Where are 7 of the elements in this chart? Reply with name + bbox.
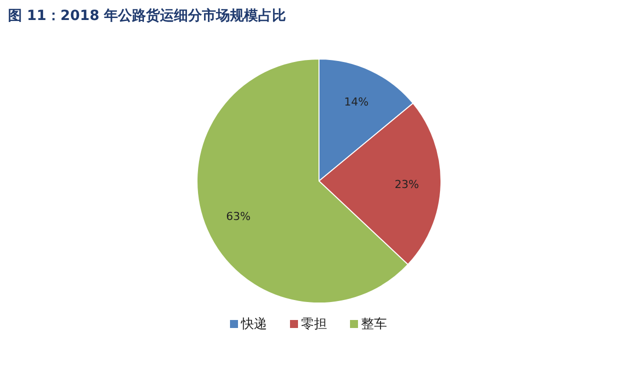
data-label: 23% <box>394 178 420 191</box>
legend-label: 快递 <box>240 317 267 332</box>
data-label: 63% <box>226 210 251 223</box>
legend-label: 零担 <box>301 317 327 332</box>
data-label: 14% <box>344 96 369 109</box>
legend-label: 整车 <box>361 317 387 332</box>
chart-title: 图 11：2018 年公路货运细分市场规模占比 <box>8 7 286 24</box>
